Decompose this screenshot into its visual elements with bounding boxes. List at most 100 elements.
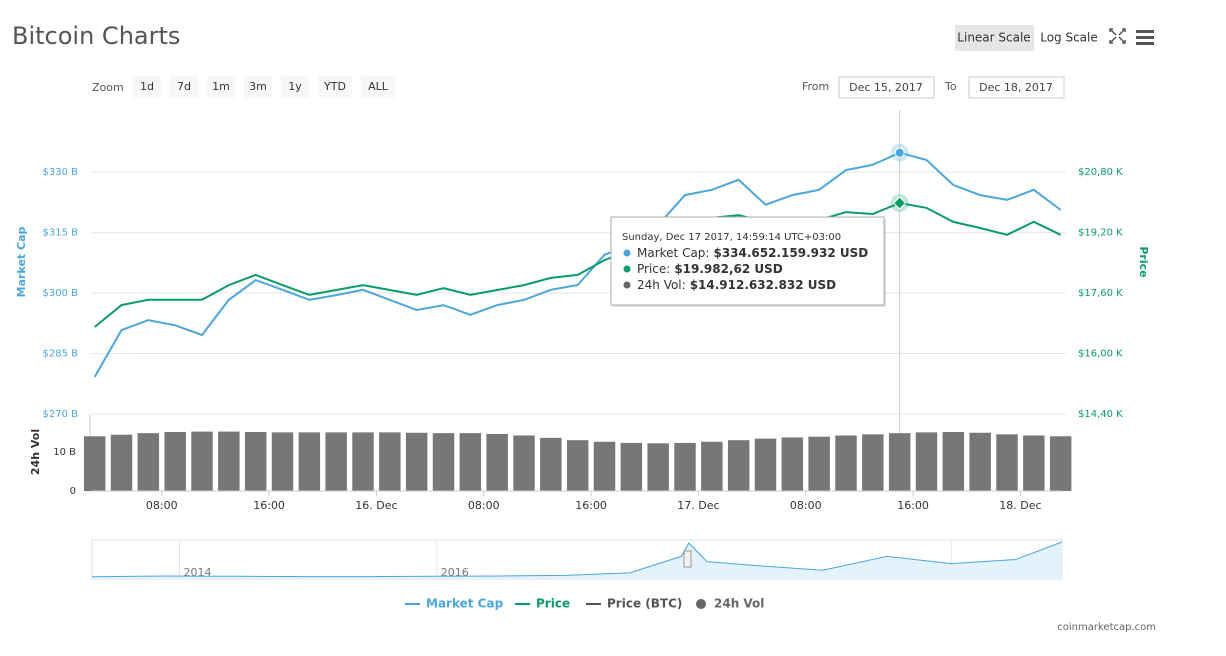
volume-bar [727,440,750,491]
y-tick-label: $330 B [43,167,79,178]
legend-label[interactable]: Price [536,597,570,611]
volume-bar [566,440,589,491]
volume-bar [110,434,133,491]
zoom-button[interactable] [133,76,161,98]
volume-bar [620,442,643,491]
tooltip-row-label: Price: [637,262,670,276]
x-tick-label: 16:00 [575,499,607,512]
legend-label[interactable]: Price (BTC) [607,597,682,611]
zoom-button-label[interactable]: 7d [177,80,191,93]
hover-marker [892,196,907,210]
to-date[interactable]: Dec 18, 2017 [979,81,1053,94]
volume-bar [405,432,428,491]
volume-bar [647,443,669,491]
volume-bar [808,436,830,491]
y-tick-label: 0 [70,486,76,497]
x-tick-label: 08:00 [146,499,178,512]
x-tick-label: 16:00 [897,499,929,512]
tooltip-box [610,216,885,306]
x-tick-label: 16. Dec [355,499,397,512]
volume-bar [271,432,294,491]
y-axis-title: 24h Vol [29,429,42,475]
navigator-handle[interactable] [683,550,692,568]
volume-bar [701,441,723,491]
tooltip-bullet [623,281,631,289]
x-tick-label: 17. Dec [677,499,719,512]
volume-bar [513,435,535,491]
zoom-buttons: 1d 7d 1m 3m 1y YTD ALL [133,76,395,98]
linear-scale-label[interactable]: Linear Scale [957,31,1030,45]
y2-tick-label: $14,40 K [1078,409,1123,420]
zoom-button-label[interactable]: ALL [368,80,389,93]
volume-bar [781,437,804,491]
volume-bar [835,435,857,491]
volume-bar [298,432,321,491]
volume-bar [244,431,267,491]
volume-bar [942,431,965,491]
volume-bar [459,433,482,491]
volume-bar [888,433,911,491]
y2-axis-title: Price [1137,246,1150,277]
y-tick-label: $270 B [43,409,79,420]
volume-bar [191,431,213,491]
volume-bar [996,434,1018,491]
legend-label[interactable]: 24h Vol [714,597,764,611]
plot: $270 B $285 B $300 B $315 B $330 B $14,40 K $1… [15,110,1150,580]
zoom-button-label[interactable]: 3m [249,80,267,93]
y-tick-label: $300 B [43,288,79,299]
zoom-button[interactable] [281,76,309,98]
y2-tick-label: $20,80 K [1078,167,1123,178]
hover-marker [894,147,905,158]
tooltip-row-label: 24h Vol: [637,278,686,292]
tooltip-row-value: $19.982,62 USD [674,262,782,276]
zoom-button-label[interactable]: 1m [212,80,230,93]
zoom-button[interactable] [318,76,352,98]
volume-bar [432,433,455,491]
zoom-button-label[interactable]: YTD [323,80,346,93]
volume-bar [218,431,240,491]
volume-bar [754,438,777,491]
zoom-button[interactable] [170,76,198,98]
credit: coinmarketcap.com [1057,622,1156,633]
zoom-label: Zoom [92,81,124,94]
volume-bar [486,433,508,491]
zoom-button[interactable] [361,76,395,98]
x-tick-label: 16:00 [253,499,285,512]
zoom-button[interactable] [207,76,235,98]
y-tick-label: 10 B [53,447,76,458]
volume-bar [674,442,696,491]
menu-icon[interactable] [1136,30,1154,45]
tooltip-bullet [623,265,631,273]
zoom-button-label[interactable]: 1d [140,80,154,93]
volume-bar [1023,435,1045,491]
y2-tick-label: $17,60 K [1078,288,1123,299]
zoom-button[interactable] [244,76,272,98]
tooltip-date: Sunday, Dec 17 2017, 14:59:14 UTC+03:00 [622,232,841,243]
navigator-line [91,541,1063,578]
to-input[interactable] [968,76,1065,99]
volume-bar [83,436,106,491]
volume-bar [379,432,401,491]
tooltip-row: Price: $19.982,62 USD [637,262,783,276]
log-scale-label[interactable]: Log Scale [1040,31,1098,45]
tooltip: Sunday, Dec 17 2017, 14:59:14 UTC+03:00 M… [610,216,886,307]
volume-bar [1049,436,1072,491]
from-input[interactable] [838,76,935,99]
tooltip-row: 24h Vol: $14.912.632.832 USD [637,278,836,292]
volume-bar [352,432,374,491]
from-date[interactable]: Dec 15, 2017 [849,81,923,94]
zoom-button-label[interactable]: 1y [288,80,302,93]
legend-symbol[interactable] [696,599,706,609]
linear-scale-button[interactable] [955,25,1034,51]
legend: Market Cap Price Price (BTC) 24h Vol [405,597,764,611]
series-line [93,151,1062,378]
volume-bar [862,434,884,491]
from-label: From [802,80,829,93]
volume-bar [969,432,991,491]
volume-bar [137,433,160,491]
tooltip-row-value: $14.912.632.832 USD [690,278,836,292]
legend-label[interactable]: Market Cap [426,597,504,611]
volume-bar [325,432,347,491]
fullscreen-icon[interactable] [1109,28,1126,44]
